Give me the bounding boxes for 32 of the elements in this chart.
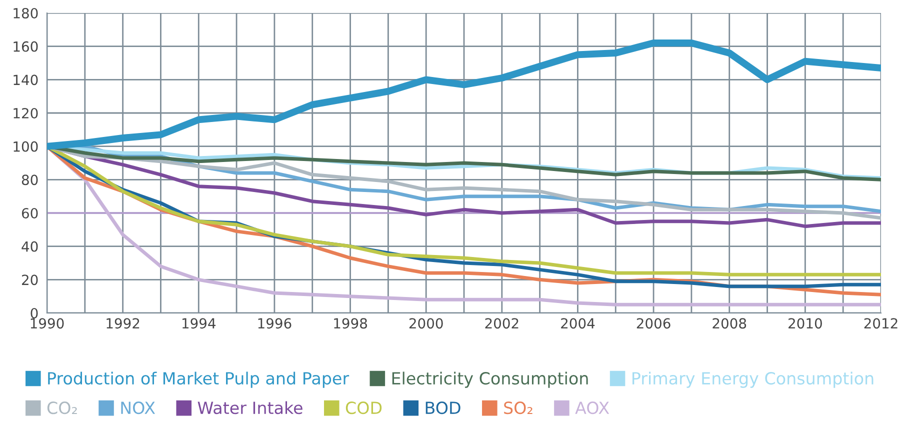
legend-label: Primary Energy Consumption: [632, 372, 874, 388]
y-tick-label: 100: [14, 141, 38, 152]
x-tick-label: 2002: [485, 318, 518, 329]
y-tick-label: 120: [14, 108, 38, 118]
y-tick-label: 20: [22, 274, 38, 286]
y-tick-label: 140: [14, 74, 38, 86]
x-tick-label: 1990: [30, 318, 64, 329]
y-tick-label: 80: [22, 174, 38, 186]
x-tick-label: 2004: [561, 318, 595, 329]
legend-label: Electricity Consumption: [392, 372, 588, 388]
y-tick-label: 160: [14, 41, 38, 52]
x-tick-label: 2006: [636, 318, 670, 329]
x-tick-label: 1994: [182, 318, 216, 329]
x-tick-label: 2010: [788, 318, 822, 329]
legend-label: Production of Market Pulp and Paper: [48, 372, 350, 388]
legend-label: COD: [346, 402, 382, 414]
x-tick-label: 2008: [712, 318, 746, 329]
y-tick-label: 60: [22, 208, 38, 218]
legend-label: BOD: [426, 402, 460, 414]
x-tick-label: 2000: [409, 318, 443, 329]
x-tick-label: 1996: [258, 318, 292, 329]
legend-label: SO₂: [504, 402, 532, 414]
legend-label: AOX: [575, 402, 610, 414]
x-tick-label: 1992: [106, 318, 140, 329]
y-tick-label: 0: [30, 308, 38, 318]
legend-label: Water Intake: [198, 401, 302, 414]
legend-label: CO₂: [47, 402, 77, 414]
legend-label: NOX: [121, 402, 156, 414]
y-tick-label: 40: [22, 241, 38, 252]
x-tick-label: 1998: [334, 318, 367, 329]
y-tick-label: 180: [14, 8, 38, 18]
x-tick-label: 2012: [864, 318, 898, 329]
